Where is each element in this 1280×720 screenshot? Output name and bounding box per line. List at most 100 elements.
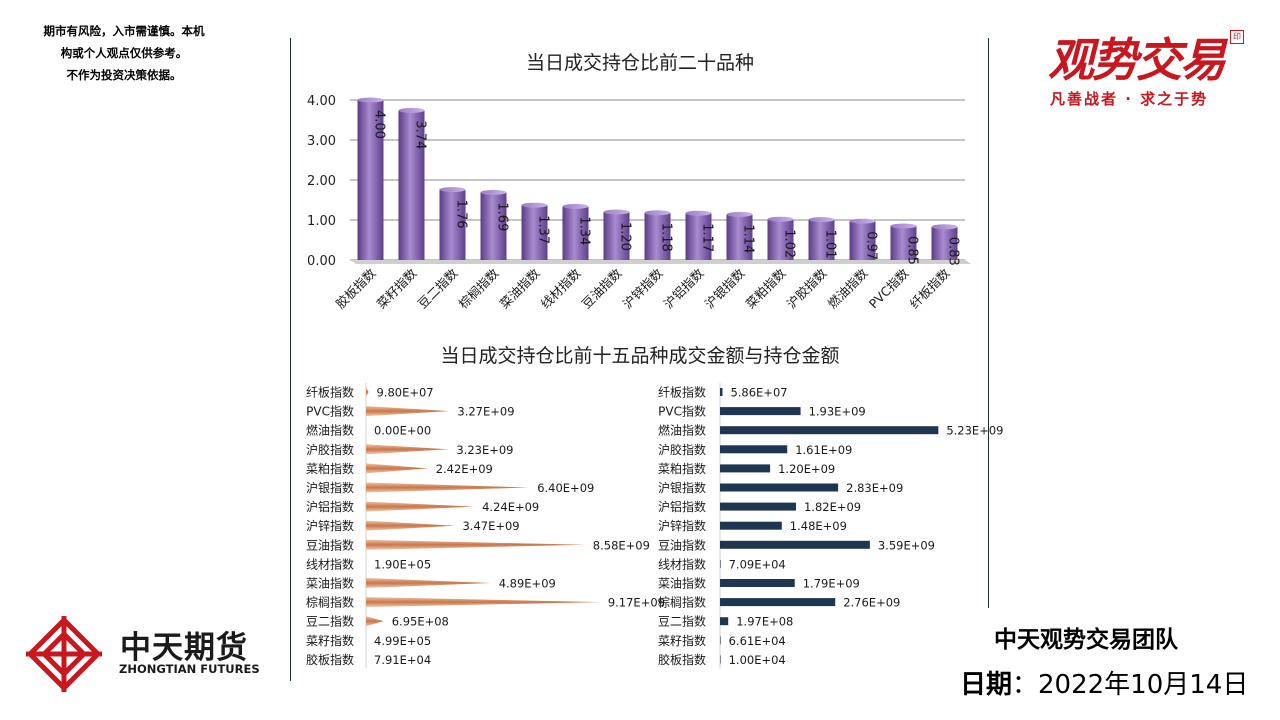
x-tick-label: 菜油指数: [497, 265, 543, 311]
bar-value-label: 3.27E+09: [457, 405, 514, 419]
bar-value-label: 3.23E+09: [456, 443, 513, 457]
report-date: 日期：2022年10月14日: [960, 664, 1248, 701]
category-label: 纤板指数: [658, 385, 706, 400]
category-label: 菜籽指数: [658, 633, 706, 648]
bar-value-label: 5.23E+09: [946, 424, 1003, 438]
right-divider: [988, 38, 989, 608]
category-label: 沪胶指数: [306, 442, 354, 457]
y-tick-label: 4.00: [307, 94, 336, 109]
bar-value-label: 1.37: [536, 215, 551, 244]
y-tick-label: 3.00: [307, 134, 336, 149]
team-name: 中天观势交易团队: [994, 627, 1178, 653]
open-interest-chart: 纤板指数 5.86E+07 PVC指数 1.93E+09 燃油指数 5.23E+09 沪胶指…: [658, 383, 1003, 669]
chart1-x-axis: 胶板指数菜籽指数豆二指数棕榈指数菜油指数线材指数豆油指数沪锌指数沪铝指数沪银指数…: [333, 265, 953, 311]
bar-value-label: 1.02: [782, 229, 797, 258]
bar: [726, 214, 753, 260]
bar: [603, 212, 630, 260]
bar-value-label: 4.89E+09: [499, 577, 556, 591]
bar-value-label: 6.40E+09: [537, 481, 594, 495]
x-tick-label: 燃油指数: [825, 265, 871, 311]
category-label: 燃油指数: [658, 423, 706, 438]
bar-value-label: 1.79E+09: [803, 577, 860, 591]
bar: [720, 502, 796, 511]
bar-value-label: 1.97E+08: [736, 615, 793, 629]
bar-top: [808, 217, 835, 223]
disclaimer-line: 期市有风险，入市需谨慎。本机: [43, 24, 205, 38]
disclaimer-line: 不作为投资决策依据。: [66, 68, 182, 82]
cone-bar: [366, 539, 585, 550]
bar-value-label: 2.42E+09: [436, 462, 493, 476]
cone-bar: [366, 444, 449, 455]
bar-value-label: 1.20: [618, 222, 633, 251]
category-label: 豆二指数: [658, 614, 706, 629]
bar-value-label: 7.09E+04: [729, 557, 786, 571]
bar-top: [357, 97, 384, 103]
category-label: 沪锌指数: [658, 518, 706, 533]
cone-bar: [366, 578, 491, 588]
bar-value-label: 1.69: [495, 202, 510, 231]
left-divider: [290, 38, 291, 681]
bar: [398, 110, 425, 261]
turnover-chart: 纤板指数 9.80E+07 PVC指数 3.27E+09 燃油指数 0.00E+00 沪胶指…: [306, 383, 665, 669]
brand-name: 观势交易: [1048, 33, 1226, 87]
category-label: 线材指数: [658, 556, 706, 571]
zhongtian-logo-icon: [26, 616, 102, 692]
chart1-title: 当日成交持仓比前二十品种: [526, 52, 754, 74]
bar-value-label: 7.91E+04: [374, 653, 431, 667]
category-label: 菜油指数: [306, 576, 354, 591]
chart1-floor: [350, 260, 971, 264]
bar: [644, 212, 671, 260]
x-tick-label: 菜籽指数: [374, 265, 420, 311]
bar: [720, 598, 836, 607]
bar-value-label: 3.74: [413, 120, 428, 149]
bar: [720, 464, 771, 473]
category-label: 豆油指数: [306, 537, 354, 552]
bar: [562, 206, 589, 260]
bar: [720, 655, 721, 664]
bar: [357, 100, 384, 260]
bar: [720, 559, 721, 568]
category-label: 纤板指数: [306, 385, 354, 400]
category-label: 菜粕指数: [306, 461, 354, 476]
bar-top: [767, 216, 794, 222]
bar-top: [603, 209, 630, 215]
bar-top: [562, 203, 589, 209]
bar-top: [480, 189, 507, 195]
bar-value-label: 2.76E+09: [843, 596, 900, 610]
bar-value-label: 6.95E+08: [392, 615, 449, 629]
cone-bar: [366, 463, 428, 474]
category-label: 沪银指数: [658, 480, 706, 495]
x-tick-label: 沪铝指数: [661, 265, 707, 311]
bar-value-label: 4.24E+09: [482, 500, 539, 514]
bar: [849, 221, 876, 260]
category-label: 棕榈指数: [658, 595, 706, 610]
bar-value-label: 1.61E+09: [795, 443, 852, 457]
bar: [720, 388, 723, 396]
category-label: 豆油指数: [658, 537, 706, 552]
bar-value-label: 4.00: [372, 110, 387, 139]
bar: [720, 407, 801, 416]
cone-bar: [366, 406, 450, 417]
brand-logo: 观势交易 印 凡善战者 · 求之于势: [1040, 24, 1250, 114]
category-label: 线材指数: [306, 556, 354, 571]
brand-seal: 印: [1230, 30, 1244, 44]
bar-value-label: 4.99E+05: [374, 634, 431, 648]
bar-value-label: 1.48E+09: [790, 519, 847, 533]
bar: [480, 192, 507, 260]
bar-value-label: 9.17E+09: [608, 596, 665, 610]
bar: [931, 226, 958, 260]
chart1-bars: 4.00 3.74 1.76 1.69 1.37 1.34 1.20 1.18 1.17 1.14…: [357, 97, 961, 266]
y-tick-label: 1.00: [307, 214, 336, 229]
bar: [720, 579, 795, 587]
bar-top: [439, 187, 466, 193]
company-name-en: ZHONGTIAN FUTURES: [119, 662, 260, 676]
bar-top: [890, 223, 917, 229]
bar-value-label: 1.90E+05: [374, 557, 431, 571]
bar-top: [931, 224, 958, 230]
date-label: 日期: [960, 670, 1013, 700]
bar: [720, 636, 721, 645]
bar-value-label: 1.82E+09: [804, 500, 861, 514]
category-label: 沪铝指数: [306, 499, 354, 514]
cone-bar: [366, 597, 600, 608]
